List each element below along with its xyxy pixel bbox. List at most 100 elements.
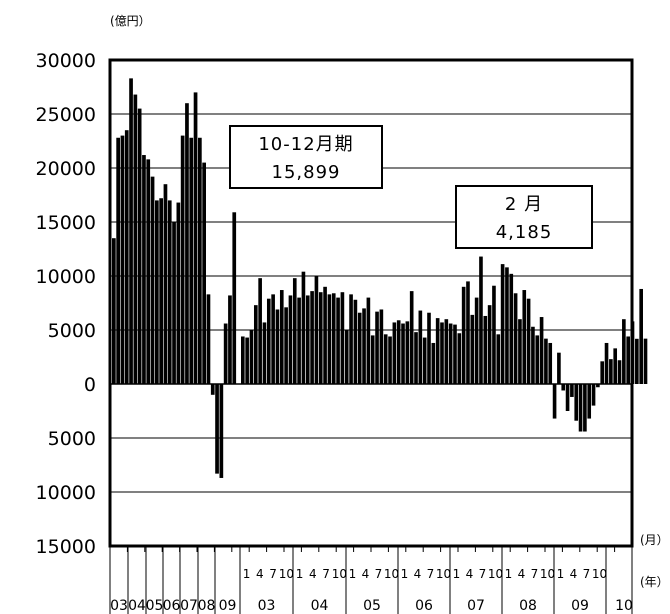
- bar-monthly: [466, 281, 470, 384]
- bar-quarterly: [180, 135, 185, 384]
- bar-monthly: [531, 326, 535, 384]
- bar-monthly: [513, 293, 518, 384]
- bar-quarterly: [146, 159, 151, 384]
- bar-monthly: [357, 312, 362, 384]
- bar-monthly: [635, 338, 639, 384]
- bar-quarterly: [150, 176, 155, 384]
- bar-monthly: [266, 298, 271, 384]
- bar-monthly: [431, 342, 436, 384]
- bar-quarterly: [120, 135, 125, 384]
- month-tick-label: 7: [322, 567, 330, 581]
- year-label: 05: [363, 598, 381, 614]
- month-tick-label: 7: [427, 567, 435, 581]
- bar-monthly: [487, 305, 492, 384]
- bar-monthly: [362, 308, 366, 384]
- month-tick-label: 10: [279, 567, 294, 581]
- annotation-month-line1: 2 月: [505, 194, 543, 215]
- bar-quarterly: [172, 222, 176, 384]
- bar-monthly: [544, 338, 548, 384]
- bar-monthly: [609, 359, 613, 384]
- y-tick-label: 20000: [36, 158, 96, 180]
- bar-monthly: [271, 294, 275, 384]
- annotation-month-line2: 4,185: [496, 222, 553, 243]
- year-label: 09: [571, 598, 589, 614]
- year-label: 08: [198, 598, 216, 614]
- bar-monthly: [617, 360, 622, 384]
- bar-quarterly: [185, 103, 189, 384]
- bar-monthly: [591, 384, 596, 406]
- bar-monthly: [509, 273, 514, 384]
- bar-quarterly: [202, 162, 206, 384]
- bar-quarterly: [210, 384, 215, 395]
- month-tick-label: 10: [436, 567, 451, 581]
- bar-monthly: [310, 291, 314, 384]
- y-tick-label: 25000: [36, 104, 96, 126]
- month-tick-label: 4: [414, 567, 422, 581]
- year-label: 03: [110, 598, 128, 614]
- bar-monthly: [604, 342, 609, 384]
- year-label: 07: [180, 598, 198, 614]
- bar-monthly: [245, 337, 249, 384]
- bar-quarterly: [133, 94, 138, 384]
- bar-monthly: [548, 342, 553, 384]
- month-tick-label: 4: [570, 567, 578, 581]
- annotation-quarter-line1: 10-12月期: [258, 134, 353, 155]
- annotation-quarter: 10-12月期 15,899: [229, 125, 383, 189]
- bar-quarterly: [163, 184, 168, 384]
- bar-monthly: [570, 384, 574, 397]
- bar-monthly: [366, 297, 371, 384]
- bar-monthly: [643, 338, 648, 384]
- year-label: 04: [128, 598, 146, 614]
- year-label: 09: [219, 598, 237, 614]
- bar-monthly: [500, 264, 505, 384]
- bar-monthly: [574, 384, 579, 421]
- bar-monthly: [565, 384, 570, 411]
- y-tick-label: 5000: [48, 320, 96, 342]
- month-tick-label: 7: [479, 567, 487, 581]
- month-tick-label: 4: [362, 567, 370, 581]
- bar-monthly: [578, 384, 583, 432]
- bar-quarterly: [215, 384, 219, 474]
- month-tick-label: 1: [243, 567, 251, 581]
- y-tick-label: 10000: [36, 482, 96, 504]
- y-axis-ticks: 30000 25000 20000 15000 10000 5000 0 5000 10000 1…: [36, 50, 96, 558]
- bar-quarterly: [155, 200, 159, 384]
- bar-monthly: [249, 330, 254, 384]
- year-label: 07: [467, 598, 485, 614]
- bars: [112, 78, 648, 478]
- bar-monthly: [496, 334, 501, 384]
- year-label: 10: [615, 598, 633, 614]
- bar-quarterly: [159, 198, 163, 384]
- bar-quarterly: [219, 384, 224, 478]
- year-label: 06: [415, 598, 433, 614]
- bar-monthly: [479, 256, 483, 384]
- bar-monthly: [613, 348, 618, 384]
- year-label: 05: [146, 598, 164, 614]
- bar-quarterly: [112, 238, 116, 384]
- bar-monthly: [435, 318, 440, 384]
- bar-quarterly: [142, 155, 146, 384]
- bar-monthly: [427, 312, 431, 384]
- y-tick-label: 10000: [36, 266, 96, 288]
- bar-monthly: [392, 322, 397, 384]
- month-tick-label: 4: [256, 567, 264, 581]
- bar-quarterly: [223, 323, 228, 384]
- y-tick-label: 5000: [48, 428, 96, 450]
- bar-monthly: [526, 298, 531, 384]
- annotation-month: 2 月 4,185: [455, 185, 593, 249]
- month-tick-label: 7: [531, 567, 539, 581]
- year-label: 03: [258, 598, 276, 614]
- y-tick-label: 0: [84, 374, 96, 396]
- month-tick-label: 1: [557, 567, 565, 581]
- bar-monthly: [518, 319, 522, 384]
- month-tick-label: 1: [453, 567, 461, 581]
- bar-quarterly: [129, 78, 133, 385]
- year-label: 08: [519, 598, 537, 614]
- bar-monthly: [418, 310, 423, 384]
- bar-monthly: [279, 290, 284, 384]
- bar-monthly: [370, 335, 375, 384]
- bar-monthly: [539, 317, 544, 384]
- bar-monthly: [453, 324, 457, 384]
- bar-monthly: [288, 295, 293, 384]
